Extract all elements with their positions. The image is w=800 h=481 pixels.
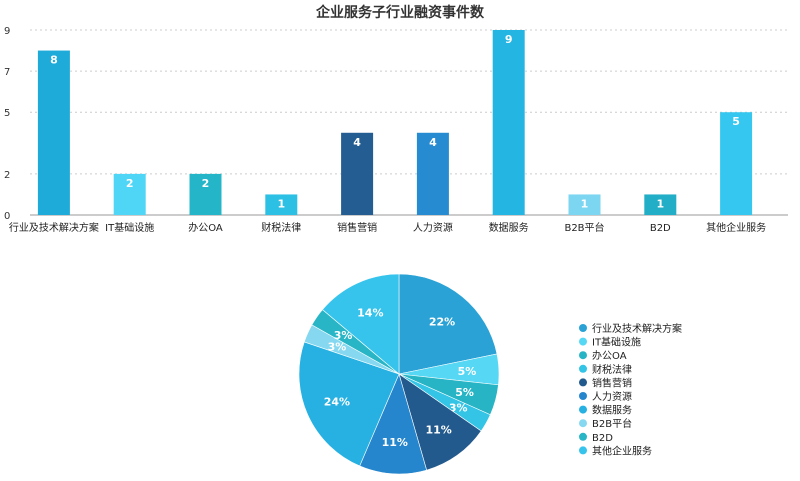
y-tick-label: 5	[4, 108, 10, 119]
bar-value-label: 2	[126, 177, 134, 190]
y-tick-label: 0	[4, 211, 10, 222]
legend-label: 销售营销	[592, 376, 632, 389]
bar[interactable]	[416, 132, 449, 215]
x-category-label: 行业及技术解决方案	[9, 221, 99, 234]
bar-value-label: 1	[656, 197, 664, 210]
legend-label: 办公OA	[592, 349, 627, 362]
legend-label: B2D	[592, 433, 613, 444]
legend-marker	[579, 337, 587, 346]
bar[interactable]	[492, 30, 525, 215]
legend-label: 行业及技术解决方案	[592, 322, 682, 335]
bar-chart: 0 2 5 7 9 8 行业及技术解决方案 2 IT基础设施 2 办公OA 1 财税法律 4 销售营销 4 人力…	[4, 26, 788, 234]
legend-marker	[579, 364, 587, 373]
legend-marker	[579, 324, 587, 332]
x-category-label: B2D	[650, 223, 671, 234]
legend-marker	[579, 432, 587, 441]
legend-marker	[579, 446, 587, 455]
pie-value-label: 3%	[449, 401, 468, 414]
pie-value-label: 11%	[382, 436, 408, 449]
x-category-label: B2B平台	[564, 221, 604, 234]
pie-slice[interactable]	[398, 273, 498, 375]
bar[interactable]	[644, 194, 677, 215]
chart-title: 企业服务子行业融资事件数	[316, 5, 484, 21]
bar-value-label: 5	[732, 115, 740, 128]
legend-label: B2B平台	[592, 417, 632, 430]
legend-marker	[579, 392, 587, 400]
pie-value-label: 22%	[429, 315, 455, 328]
y-tick-label: 2	[4, 170, 10, 181]
bar-value-label: 4	[429, 136, 437, 149]
pie-value-label: 5%	[458, 365, 477, 378]
pie-value-label: 3%	[334, 329, 353, 342]
bar[interactable]	[265, 194, 298, 215]
bar-value-label: 1	[581, 197, 589, 210]
x-category-label: 人力资源	[413, 221, 453, 234]
bar-value-label: 2	[202, 177, 210, 190]
bar[interactable]	[568, 194, 601, 215]
x-category-label: 办公OA	[188, 221, 223, 234]
pie-slice[interactable]	[322, 273, 400, 375]
legend-marker	[579, 419, 587, 428]
x-category-label: 财税法律	[261, 221, 301, 234]
y-tick-label: 9	[4, 26, 10, 37]
x-category-label: IT基础设施	[105, 221, 154, 234]
pie-slice[interactable]	[359, 373, 428, 475]
legend-label: 数据服务	[592, 404, 632, 417]
bar[interactable]	[37, 50, 70, 215]
bar-value-label: 1	[277, 197, 285, 210]
bar-value-label: 8	[50, 54, 58, 67]
bar[interactable]	[189, 173, 222, 215]
bar[interactable]	[341, 132, 374, 215]
legend-marker	[579, 405, 587, 414]
x-category-label: 销售营销	[337, 221, 377, 234]
legend-marker	[579, 378, 587, 387]
legend-label: IT基础设施	[592, 336, 641, 349]
x-category-label: 其他企业服务	[706, 221, 766, 234]
pie-value-label: 14%	[357, 306, 383, 319]
bar[interactable]	[113, 173, 146, 215]
bar-value-label: 9	[505, 33, 513, 46]
bar-value-label: 4	[353, 136, 361, 149]
pie-value-label: 5%	[455, 386, 474, 399]
y-tick-label: 7	[4, 67, 10, 78]
bar[interactable]	[720, 112, 753, 215]
x-category-label: 数据服务	[489, 221, 529, 234]
pie-slice[interactable]	[398, 373, 482, 471]
legend-label: 财税法律	[592, 363, 632, 376]
legend-label: 其他企业服务	[592, 444, 652, 457]
legend-marker	[579, 351, 587, 360]
pie-slice[interactable]	[298, 341, 400, 467]
pie-value-label: 24%	[324, 396, 350, 409]
legend-label: 人力资源	[592, 390, 632, 403]
pie-value-label: 11%	[425, 423, 451, 436]
pie-value-label: 3%	[328, 340, 347, 353]
